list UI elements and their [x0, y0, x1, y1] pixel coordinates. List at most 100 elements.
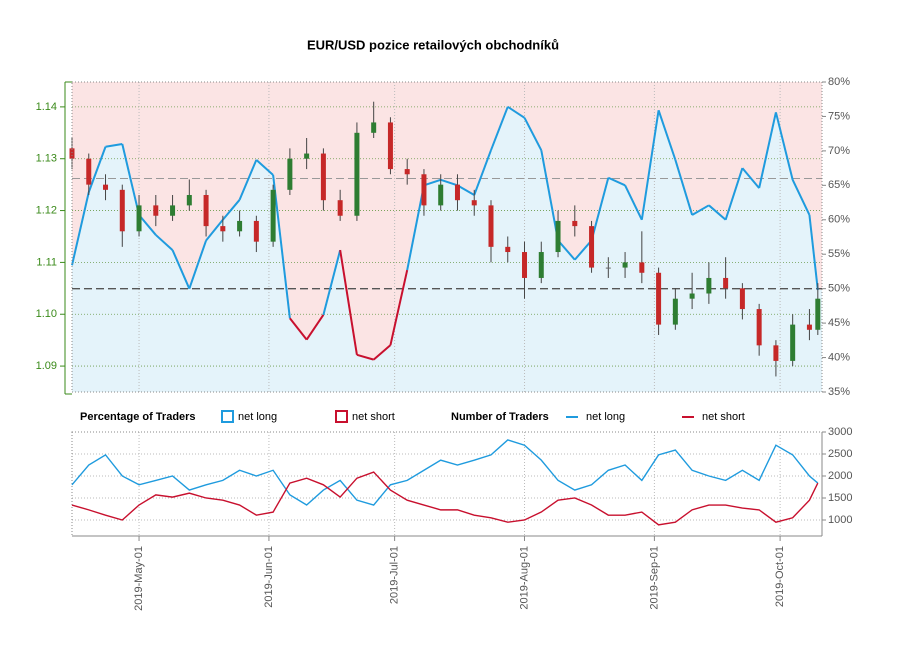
percent-line	[708, 204, 727, 221]
candle-body	[706, 277, 712, 294]
percent-line	[105, 143, 123, 148]
percent-line	[222, 199, 241, 221]
legend-label: net short	[702, 411, 745, 423]
percent-line	[674, 159, 694, 216]
candle-body	[505, 246, 511, 253]
candle-body	[270, 189, 276, 242]
candle-body	[253, 220, 259, 242]
trader-line	[71, 439, 819, 506]
y-tick-label: 1.13	[36, 153, 57, 165]
percent-line	[640, 110, 660, 220]
candle-body	[454, 184, 460, 201]
candle-body	[354, 132, 360, 216]
percent-line	[272, 174, 291, 319]
candle-body	[136, 205, 142, 232]
percent-line	[724, 167, 744, 221]
candle-body	[622, 262, 628, 268]
y2-tick-label: 50%	[828, 283, 850, 295]
candle-body	[320, 153, 326, 201]
legend-title: Percentage of Traders	[80, 411, 196, 423]
candle-body	[522, 252, 528, 278]
candle-body	[639, 262, 645, 273]
y2-tick-label: 35%	[828, 386, 850, 398]
candle-body	[119, 189, 125, 232]
y-tick-label: 1.11	[36, 256, 57, 268]
candle-body	[86, 158, 92, 185]
percent-line	[490, 106, 509, 151]
percent-line	[171, 249, 191, 290]
candle-body	[103, 184, 109, 190]
y2-tick-label: 80%	[828, 76, 850, 88]
percent-line	[557, 239, 576, 261]
trader-line	[71, 471, 819, 526]
candle-body	[387, 122, 393, 170]
y-tick-label: 1.12	[36, 204, 57, 216]
candle-body	[186, 195, 192, 206]
percent-line	[507, 105, 526, 119]
x-tick-label: 2019-Sep-01	[648, 546, 660, 610]
candle-body	[589, 226, 595, 268]
percent-line	[691, 204, 710, 216]
percent-line	[322, 249, 342, 316]
y2-tick-label: 45%	[828, 317, 850, 329]
percent-line	[87, 146, 107, 193]
candle-body	[287, 158, 293, 190]
percent-line	[791, 179, 811, 216]
y-tick-label: 1.09	[36, 360, 57, 372]
percent-line	[741, 167, 760, 189]
x-tick-label: 2019-Oct-01	[774, 546, 786, 607]
candle-body	[739, 288, 745, 310]
y-tick-label: 2000	[828, 470, 852, 482]
y-tick-label: 3000	[828, 426, 852, 438]
y-tick-label: 1000	[828, 514, 852, 526]
candle-body	[153, 205, 159, 216]
candle-body	[438, 184, 444, 206]
percent-line	[406, 185, 425, 271]
candle-body	[806, 324, 812, 330]
candle-body	[605, 267, 611, 269]
candle-body	[237, 220, 243, 232]
percent-line	[590, 177, 610, 241]
legend-swatch	[335, 410, 348, 423]
candle-body	[672, 298, 678, 325]
y2-tick-label: 75%	[828, 110, 850, 122]
percent-line	[523, 117, 543, 151]
percent-line	[356, 353, 374, 361]
percent-line	[188, 240, 208, 289]
candle-body	[421, 174, 427, 206]
percent-line	[289, 317, 308, 341]
percent-line	[758, 112, 777, 189]
candle-body	[656, 272, 662, 325]
candle-body	[773, 345, 779, 361]
candle-body	[488, 205, 494, 247]
y2-tick-label: 60%	[828, 214, 850, 226]
legend-label: net short	[352, 411, 395, 423]
percent-line	[255, 159, 274, 176]
percent-line	[456, 184, 475, 196]
percent-line	[305, 314, 325, 341]
percent-line	[71, 191, 90, 266]
candle-body	[170, 205, 176, 216]
y-tick-label: 1.14	[36, 101, 57, 113]
y2-tick-label: 40%	[828, 351, 850, 363]
y2-tick-label: 65%	[828, 179, 850, 191]
percent-line	[574, 239, 593, 261]
percent-line	[138, 214, 157, 236]
candle-body	[555, 220, 561, 253]
y2-tick-label: 55%	[828, 248, 850, 260]
legend-title: Number of Traders	[451, 411, 549, 423]
percent-line	[440, 178, 458, 187]
candle-body	[572, 220, 578, 227]
x-tick-label: 2019-May-01	[133, 546, 145, 611]
percent-line	[205, 219, 224, 242]
candle-body	[538, 252, 544, 278]
x-tick-label: 2019-Jun-01	[263, 546, 275, 608]
percent-line	[473, 149, 492, 196]
legend-label: net long	[586, 411, 625, 423]
candle-body	[689, 293, 695, 299]
plot-border	[71, 81, 823, 393]
candle-body	[471, 200, 477, 206]
chart-title: EUR/USD pozice retailových obchodníků	[307, 37, 559, 52]
candle-body	[337, 200, 343, 216]
